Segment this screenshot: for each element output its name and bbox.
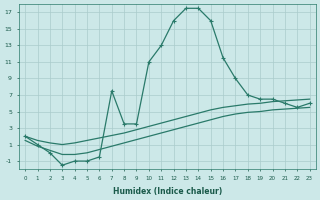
X-axis label: Humidex (Indice chaleur): Humidex (Indice chaleur) (113, 187, 222, 196)
